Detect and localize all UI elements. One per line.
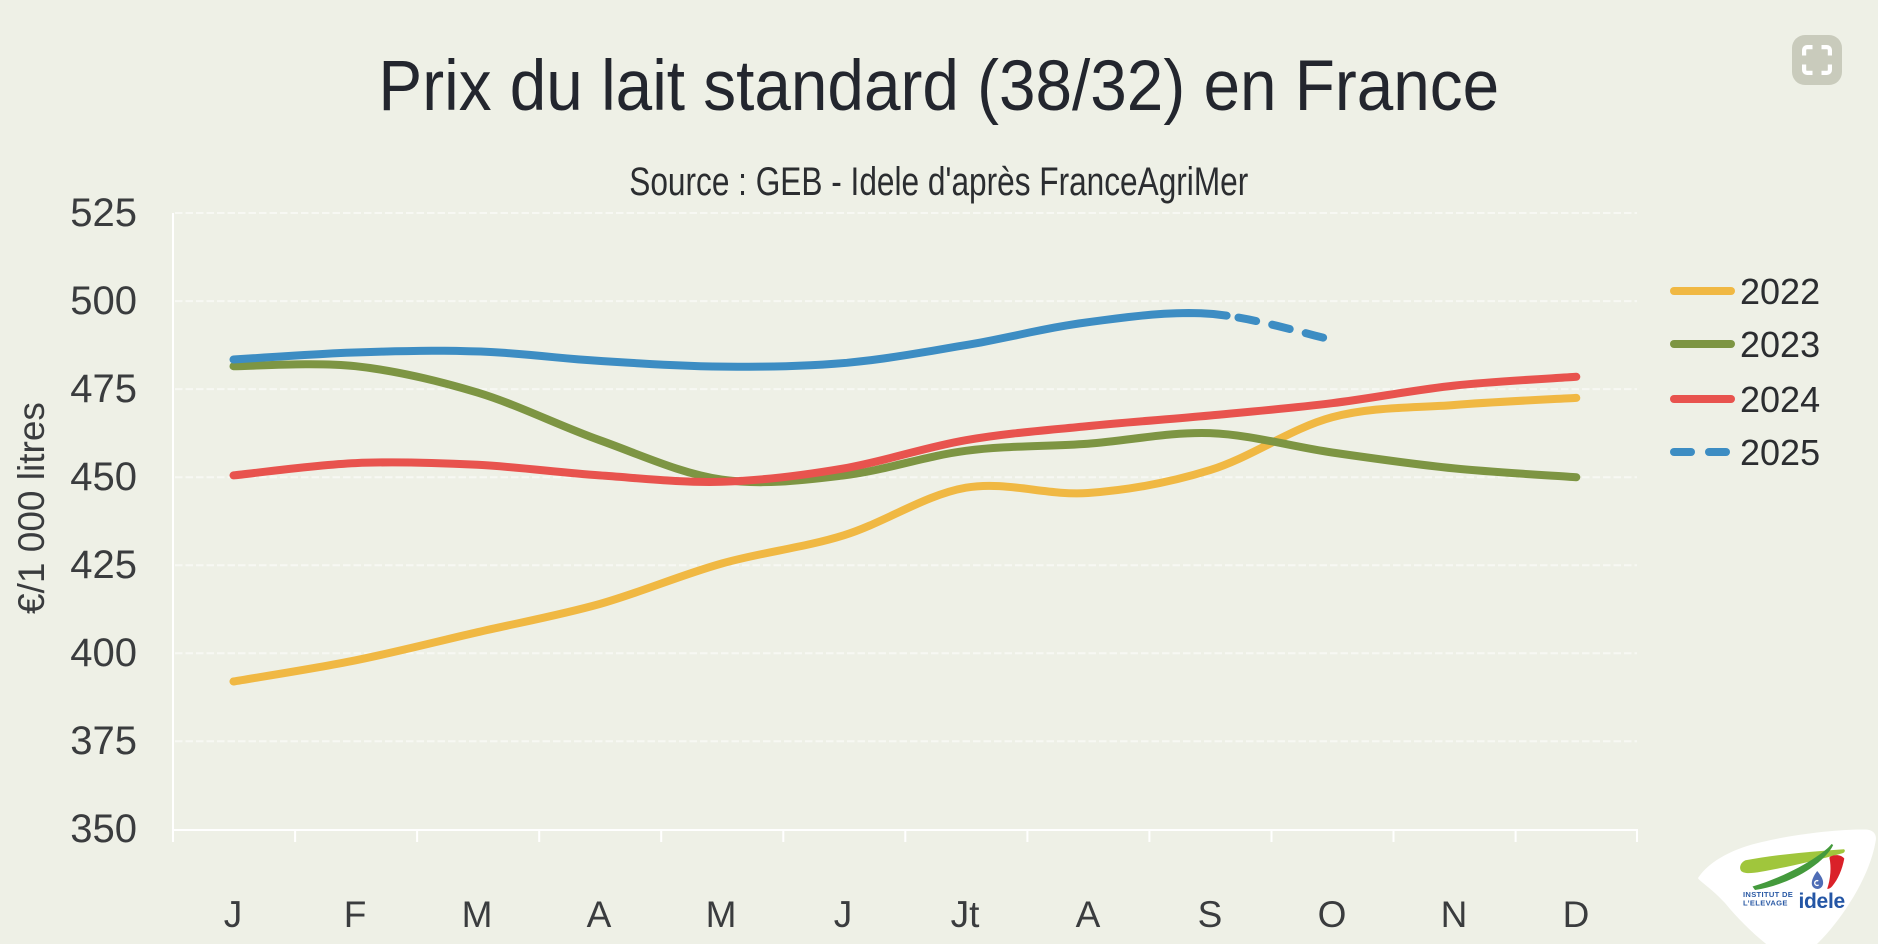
svg-text:idele: idele (1799, 890, 1845, 913)
svg-text:L’ELEVAGE: L’ELEVAGE (1743, 899, 1788, 908)
svg-text:INSTITUT DE: INSTITUT DE (1743, 890, 1793, 899)
